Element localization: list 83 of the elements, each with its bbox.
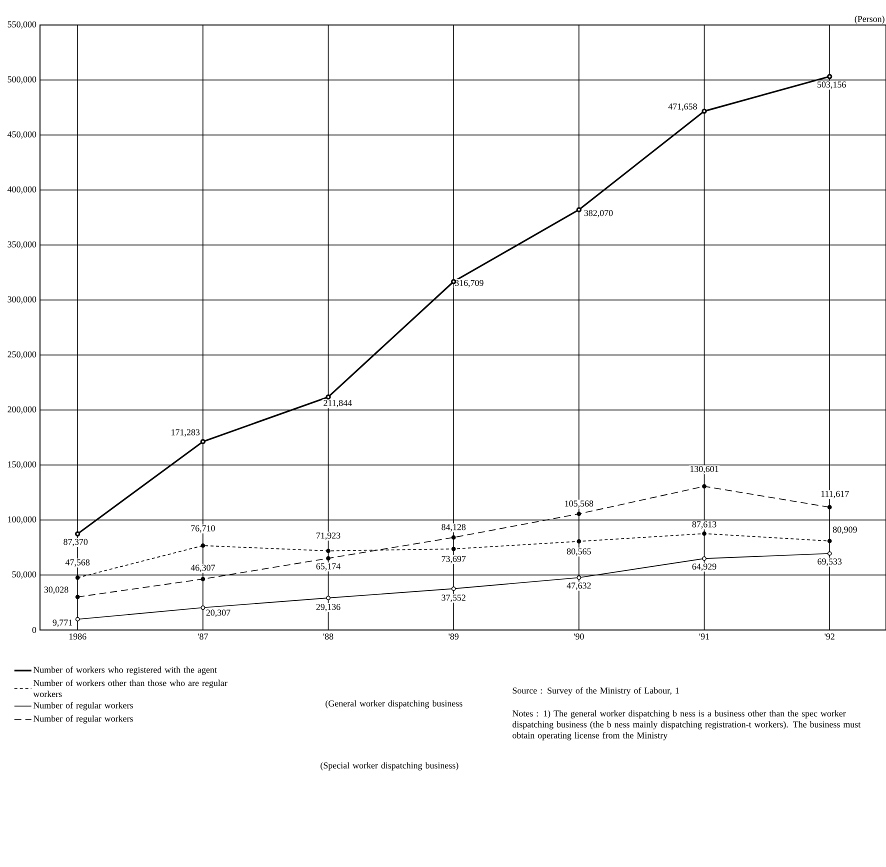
point — [827, 505, 832, 510]
data-label: 105,568 — [565, 500, 594, 508]
y-tick-label: 400,000 — [8, 186, 36, 194]
point — [326, 394, 331, 400]
point — [200, 576, 206, 582]
data-label: 80,909 — [832, 526, 857, 534]
data-label: 47,568 — [65, 559, 90, 567]
legend-label: Number of regular workers — [33, 715, 133, 724]
data-label: 20,307 — [206, 610, 230, 617]
point — [451, 546, 456, 552]
data-label: 80,565 — [566, 548, 591, 556]
data-label: 30,028 — [44, 586, 68, 594]
point — [827, 74, 832, 80]
y-tick-label: 350,000 — [8, 241, 36, 249]
data-label: 65,174 — [316, 563, 340, 571]
y-tick-label: 450,000 — [8, 131, 36, 139]
y-tick-label: 550,000 — [8, 21, 36, 29]
data-label: 29,136 — [316, 604, 340, 612]
legend-label: Number of workers other than those who are regular workers — [33, 680, 228, 698]
y-tick-label: 200,000 — [8, 406, 36, 414]
data-label: 73,697 — [442, 556, 466, 564]
point — [75, 575, 80, 580]
y-tick-label: 100,000 — [8, 516, 36, 524]
x-tick-label: '88 — [323, 634, 334, 640]
point — [827, 538, 832, 544]
x-tick-label: '87 — [198, 634, 208, 640]
point — [326, 548, 330, 554]
point — [75, 617, 80, 622]
y-tick-label: 50,000 — [12, 571, 36, 579]
point — [75, 594, 80, 600]
text: Notes : 1) The general worker dispatching b ness is a business other than the spec worker dispatching business (the b ness mainly dispatching registration-t workers). The business must obtain operating license from the Ministry — [512, 710, 861, 740]
y-tick-label: 300,000 — [8, 296, 36, 304]
data-label: 9,771 — [52, 620, 72, 627]
point — [702, 531, 706, 536]
point — [451, 586, 456, 591]
text: (General worker dispatching business — [326, 700, 462, 708]
data-label: 64,929 — [692, 564, 716, 571]
data-label: 76,710 — [191, 525, 215, 533]
point — [576, 575, 582, 580]
y-tick-label: 500,000 — [8, 76, 36, 84]
data-label: 47,632 — [566, 582, 591, 590]
y-axis-title: (Person) — [854, 16, 884, 24]
x-tick-label: '89 — [448, 634, 459, 640]
data-label: 87,613 — [692, 521, 716, 529]
data-label: 130,601 — [690, 466, 718, 474]
x-tick-label: 1986 — [69, 634, 86, 640]
data-label: 84,128 — [442, 524, 466, 532]
data-label: 46,307 — [190, 564, 215, 572]
point — [576, 207, 582, 212]
data-label: 111,617 — [821, 490, 849, 498]
text: (Special worker dispatching business) — [320, 762, 458, 770]
legend-label: Number of workers who registered with the agent — [33, 666, 217, 675]
point — [702, 556, 706, 561]
point — [827, 551, 832, 556]
x-tick-label: '90 — [574, 634, 584, 640]
data-label: 87,370 — [64, 538, 88, 546]
point — [200, 605, 206, 610]
y-tick-label: 250,000 — [8, 351, 36, 359]
point — [200, 543, 206, 548]
data-label: 316,709 — [455, 280, 484, 288]
point — [326, 596, 330, 600]
y-tick-label: 150,000 — [8, 461, 36, 469]
x-tick-label: '92 — [824, 634, 834, 640]
data-label: 503,156 — [818, 82, 846, 89]
point — [702, 484, 706, 489]
x-tick-label: '91 — [699, 634, 710, 640]
point — [326, 556, 330, 560]
data-label: 211,844 — [324, 400, 352, 408]
point — [576, 539, 582, 544]
y-tick-label: 0 — [32, 626, 36, 634]
data-label: 69,533 — [818, 558, 842, 566]
point — [576, 512, 582, 516]
source-note: Source : Survey of the Ministry of Labour, 1 — [512, 687, 679, 696]
data-label: 37,552 — [442, 594, 466, 602]
data-label: 171,283 — [172, 429, 200, 437]
data-label: 71,923 — [316, 532, 340, 540]
point — [75, 531, 80, 536]
point — [702, 108, 707, 114]
data-label: 471,658 — [668, 103, 697, 111]
point — [451, 535, 456, 540]
data-label: 382,070 — [584, 210, 613, 218]
legend-label: Number of regular workers — [33, 702, 133, 710]
point — [200, 438, 206, 444]
